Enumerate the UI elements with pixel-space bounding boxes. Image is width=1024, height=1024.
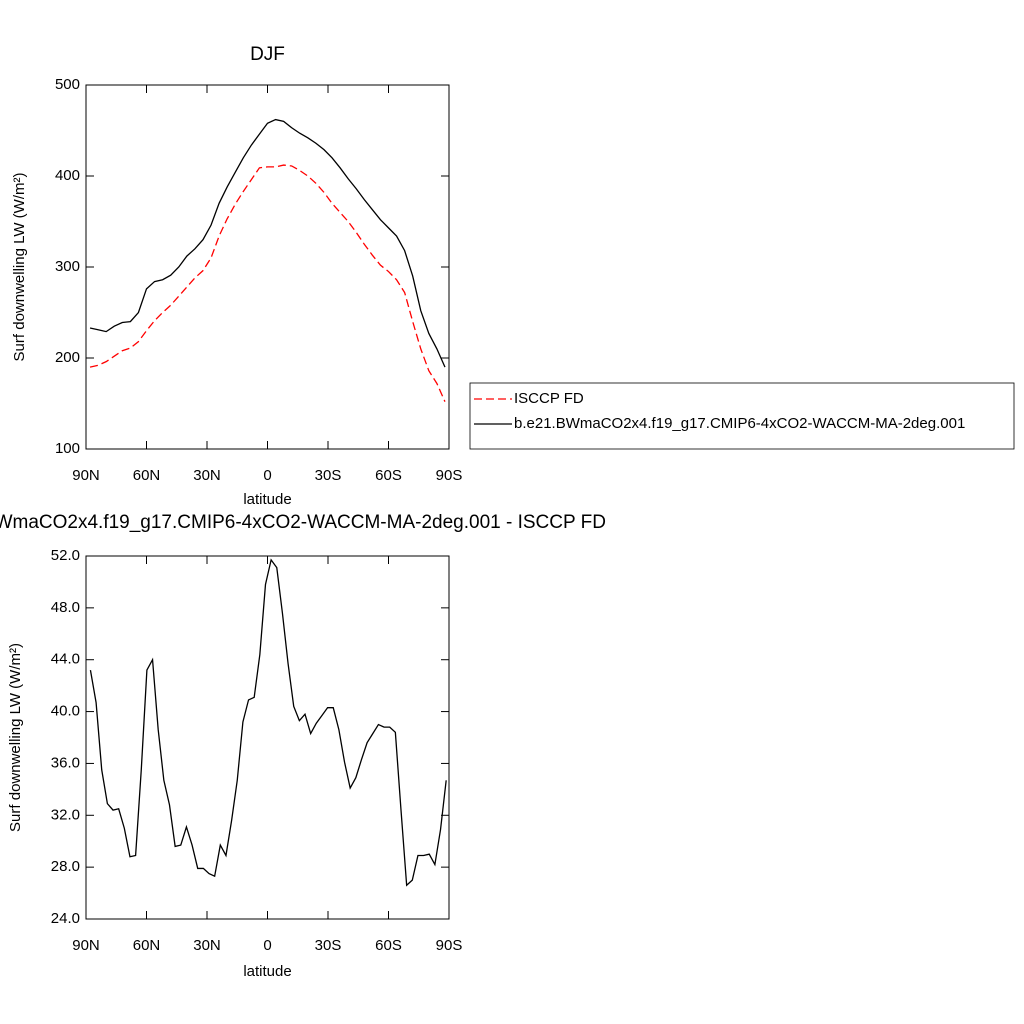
y-tick-label: 28.0 bbox=[51, 858, 80, 875]
data-line bbox=[89, 118, 446, 368]
x-tick-label: 60N bbox=[133, 467, 161, 484]
data-line bbox=[89, 558, 447, 887]
y-tick-label: 500 bbox=[55, 76, 80, 93]
x-tick-label: 90N bbox=[72, 467, 100, 484]
x-tick-label: 30N bbox=[193, 937, 221, 954]
x-axis-title: latitude bbox=[243, 963, 291, 980]
y-tick-label: 200 bbox=[55, 349, 80, 366]
x-tick-label: 0 bbox=[263, 937, 271, 954]
y-tick-label: 40.0 bbox=[51, 703, 80, 720]
y-tick-label: 300 bbox=[55, 258, 80, 275]
legend-label: b.e21.BWmaCO2x4.f19_g17.CMIP6-4xCO2-WACC… bbox=[514, 415, 965, 432]
y-tick-label: 44.0 bbox=[51, 651, 80, 668]
plot-frame bbox=[85, 84, 450, 450]
x-axis-title: latitude bbox=[243, 491, 291, 508]
data-line bbox=[89, 164, 446, 402]
y-tick-label: 48.0 bbox=[51, 599, 80, 616]
chart-title: b.e21.BWmaCO2x4.f19_g17.CMIP6-4xCO2-WACC… bbox=[0, 512, 606, 533]
x-tick-label: 90S bbox=[436, 937, 463, 954]
x-tick-label: 30N bbox=[193, 467, 221, 484]
y-axis-title: Surf downwelling LW (W/m²) bbox=[7, 643, 24, 832]
legend-box bbox=[469, 382, 1015, 450]
x-tick-label: 60S bbox=[375, 467, 402, 484]
x-tick-label: 90N bbox=[72, 937, 100, 954]
x-tick-label: 0 bbox=[263, 467, 271, 484]
y-tick-label: 24.0 bbox=[51, 910, 80, 927]
plot-frame bbox=[85, 555, 450, 920]
y-tick-label: 100 bbox=[55, 440, 80, 457]
y-tick-label: 32.0 bbox=[51, 806, 80, 823]
legend-label: ISCCP FD bbox=[514, 390, 584, 407]
x-tick-label: 30S bbox=[315, 937, 342, 954]
y-tick-label: 52.0 bbox=[51, 547, 80, 564]
x-tick-label: 60N bbox=[133, 937, 161, 954]
y-tick-label: 36.0 bbox=[51, 754, 80, 771]
chart-title: DJF bbox=[250, 44, 285, 65]
x-tick-label: 90S bbox=[436, 467, 463, 484]
x-tick-label: 60S bbox=[375, 937, 402, 954]
y-axis-title: Surf downwelling LW (W/m²) bbox=[11, 173, 28, 362]
x-tick-label: 30S bbox=[315, 467, 342, 484]
y-tick-label: 400 bbox=[55, 167, 80, 184]
